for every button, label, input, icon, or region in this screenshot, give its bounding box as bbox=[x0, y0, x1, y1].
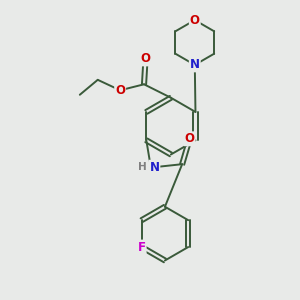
Text: O: O bbox=[184, 132, 195, 145]
Text: O: O bbox=[190, 14, 200, 27]
Text: H: H bbox=[138, 162, 147, 172]
Text: N: N bbox=[149, 161, 159, 174]
Text: O: O bbox=[140, 52, 151, 65]
Text: O: O bbox=[115, 84, 125, 97]
Text: F: F bbox=[138, 241, 146, 254]
Text: N: N bbox=[190, 58, 200, 71]
